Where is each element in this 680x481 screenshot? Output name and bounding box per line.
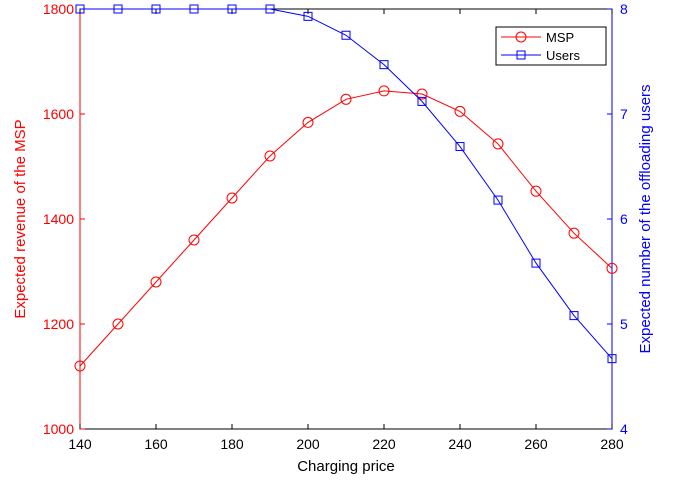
x-tick-label: 280 <box>600 436 624 452</box>
left-y-tick-label: 1400 <box>43 211 74 227</box>
data-point-msp <box>606 262 618 274</box>
data-point-users <box>265 4 275 14</box>
x-tick-label: 220 <box>372 436 396 452</box>
data-point-users <box>341 30 351 40</box>
data-point-users <box>303 11 313 21</box>
series-layer <box>74 4 618 372</box>
legend: MSP Users <box>495 26 607 66</box>
data-point-msp <box>112 318 124 330</box>
legend-msp-marker <box>515 31 527 43</box>
data-point-msp <box>74 360 86 372</box>
left-y-tick-label: 1000 <box>43 421 74 437</box>
data-point-users <box>417 96 427 106</box>
data-point-users <box>607 354 617 364</box>
data-point-msp <box>226 192 238 204</box>
x-axis-title: Charging price <box>297 458 395 475</box>
data-point-users <box>379 60 389 70</box>
data-point-users <box>227 4 237 14</box>
data-point-msp <box>568 227 580 239</box>
x-tick-label: 140 <box>68 436 92 452</box>
data-point-msp <box>340 93 352 105</box>
x-tick-label: 240 <box>448 436 472 452</box>
right-y-tick-label: 4 <box>620 421 628 437</box>
data-point-msp <box>416 88 428 100</box>
left-y-tick-label: 1200 <box>43 316 74 332</box>
left-y-tick-label: 1800 <box>43 1 74 17</box>
data-point-users <box>493 195 503 205</box>
x-tick-label: 180 <box>220 436 244 452</box>
legend-users-marker <box>516 50 526 60</box>
series-line-msp <box>79 90 613 367</box>
right-y-tick-label: 8 <box>620 1 628 17</box>
right-y-tick-label: 7 <box>620 106 628 122</box>
right-y-tick-label: 6 <box>620 211 628 227</box>
x-tick-label: 200 <box>296 436 320 452</box>
right-y-axis-title: Expected number of the offloading users <box>637 84 654 353</box>
x-tick-label: 260 <box>524 436 548 452</box>
right-y-tick-label: 5 <box>620 316 628 332</box>
legend-msp-label: MSP <box>546 30 574 45</box>
series-line-users <box>80 8 613 359</box>
data-point-msp <box>378 85 390 97</box>
data-point-msp <box>264 150 276 162</box>
data-point-users <box>455 142 465 152</box>
data-point-msp <box>150 276 162 288</box>
data-point-users <box>75 4 85 14</box>
data-point-users <box>113 4 123 14</box>
ticks-layer: 140 160 180 200 220 240 260 280 1000 1200 1400 1600… <box>43 1 628 452</box>
data-point-msp <box>454 105 466 117</box>
plot-frame <box>79 8 613 430</box>
left-y-tick-label: 1600 <box>43 106 74 122</box>
legend-box <box>495 26 607 66</box>
legend-users-label: Users <box>546 48 580 63</box>
data-point-msp <box>492 138 504 150</box>
data-point-users <box>569 311 579 321</box>
data-point-msp <box>302 116 314 128</box>
data-point-msp <box>530 185 542 197</box>
x-tick-label: 160 <box>144 436 168 452</box>
data-point-users <box>151 4 161 14</box>
data-point-msp <box>188 234 200 246</box>
left-y-axis-title: Expected revenue of the MSP <box>12 119 29 318</box>
data-point-users <box>189 4 199 14</box>
data-point-users <box>531 258 541 268</box>
